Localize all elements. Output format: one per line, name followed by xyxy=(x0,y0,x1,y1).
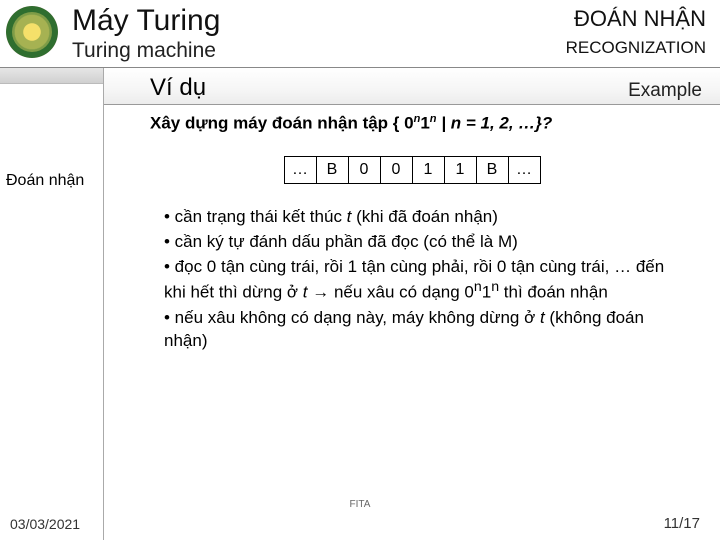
tape-cell: B xyxy=(476,156,509,184)
title-vi: Máy Turing xyxy=(72,4,566,37)
header: Máy Turing Turing machine ĐOÁN NHẬN RECO… xyxy=(0,0,720,68)
bullet-3-mid: 1 xyxy=(482,283,491,302)
bullet-2: • cần ký tự đánh dấu phần đã đọc (có thể… xyxy=(164,231,690,254)
footer-page: 11/17 xyxy=(664,515,700,532)
bullet-3: • đọc 0 tận cùng trái, rồi 1 tận cùng ph… xyxy=(164,256,690,306)
turing-tape: … B 0 0 1 1 B … xyxy=(104,156,720,184)
tape-cell: 1 xyxy=(444,156,477,184)
bullet-3-end: thì đoán nhận xyxy=(499,283,608,302)
title-en: Turing machine xyxy=(72,39,566,63)
question-mid: 1 xyxy=(420,114,429,133)
tape-cell: … xyxy=(284,156,317,184)
tape-cell: 0 xyxy=(380,156,413,184)
tape-cell: … xyxy=(508,156,541,184)
header-right-vi: ĐOÁN NHẬN xyxy=(566,6,706,32)
question-cond: | n = 1, 2, …}? xyxy=(437,114,553,133)
tape-cell: 0 xyxy=(348,156,381,184)
section-heading-vi: Ví dụ xyxy=(150,74,206,102)
tape-cell: 1 xyxy=(412,156,445,184)
bullet-3-exp1: n xyxy=(474,279,482,295)
tape-cell: B xyxy=(316,156,349,184)
sidebar-label: Đoán nhận xyxy=(6,172,84,190)
question-text: Xây dựng máy đoán nhận tập { 0n1n | n = … xyxy=(104,105,720,134)
bullet-list: • cần trạng thái kết thúc t (khi đã đoán… xyxy=(164,206,690,353)
bullet-3-post: → nếu xâu có dạng 0 xyxy=(308,283,474,302)
title-block: Máy Turing Turing machine xyxy=(72,4,566,63)
title-right: ĐOÁN NHẬN RECOGNIZATION xyxy=(566,4,714,58)
main-content: Ví dụ Example Xây dựng máy đoán nhận tập… xyxy=(104,68,720,540)
sidebar-stripe xyxy=(0,68,103,84)
header-right-en: RECOGNIZATION xyxy=(566,38,706,58)
section-heading-en: Example xyxy=(628,80,702,102)
slide: Máy Turing Turing machine ĐOÁN NHẬN RECO… xyxy=(0,0,720,540)
question-prefix: Xây dựng máy đoán nhận tập { 0 xyxy=(150,114,414,133)
bullet-4: • nếu xâu không có dạng này, máy không d… xyxy=(164,307,690,353)
bullet-4-pre: • nếu xâu không có dạng này, máy không d… xyxy=(164,308,540,327)
bullet-1-pre: • cần trạng thái kết thúc xyxy=(164,207,347,226)
bullet-1: • cần trạng thái kết thúc t (khi đã đoán… xyxy=(164,206,690,229)
footer-date: 03/03/2021 xyxy=(10,516,80,532)
bullet-3-exp2: n xyxy=(491,279,499,295)
footer-center: FITA xyxy=(350,499,371,510)
section-header: Ví dụ Example xyxy=(104,68,720,105)
university-logo-icon xyxy=(6,6,58,58)
question-exp-2: n xyxy=(430,113,437,125)
sidebar: Đoán nhận xyxy=(0,68,104,540)
bullet-1-post: (khi đã đoán nhận) xyxy=(351,207,498,226)
